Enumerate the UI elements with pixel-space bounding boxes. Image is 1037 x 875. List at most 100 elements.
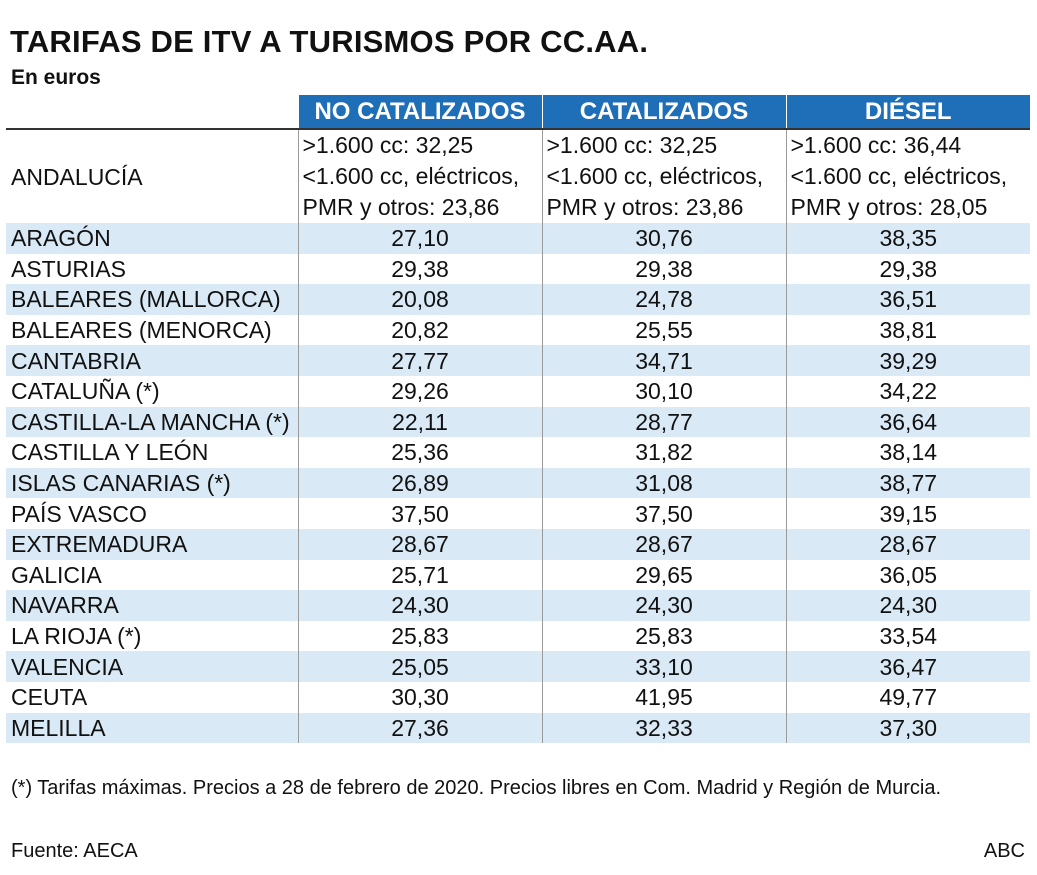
no-catalizados-value-cell: 25,36 (297, 437, 542, 468)
table-row: LA RIOJA (*) 25,83 25,83 33,54 (6, 620, 1030, 652)
catalizados-value-cell: 37,50 (541, 498, 786, 529)
catalizados-value-cell: 24,78 (541, 284, 786, 315)
no-catalizados-value-cell: 25,71 (297, 559, 542, 591)
table-row: CANTABRIA 27,77 34,71 39,29 (6, 345, 1030, 376)
brand-logo-text: ABC (983, 840, 1025, 862)
no-catalizados-value-cell: 20,82 (297, 314, 542, 346)
no-catalizados-value-cell: 29,38 (297, 253, 542, 285)
header-diesel: DIÉSEL (785, 95, 1030, 130)
region-cell: NAVARRA (6, 590, 298, 621)
header-catalizados: CATALIZADOS (541, 95, 786, 130)
diesel-value-cell: 38,81 (785, 314, 1030, 346)
diesel-value-cell: 24,30 (785, 590, 1030, 621)
region-cell: BALEARES (MENORCA) (11, 317, 272, 344)
cell-line: >1.600 cc: 36,44 (790, 132, 962, 158)
catalizados-value-cell: 25,83 (541, 620, 786, 652)
catalizados-value-cell: 25,55 (541, 314, 786, 346)
table-row: EXTREMADURA 28,67 28,67 28,67 (6, 528, 1030, 560)
catalizados-value-cell: 30,76 (541, 223, 786, 254)
table-row-andalucia: ANDALUCÍA >1.600 cc: 32,25 <1.600 cc, el… (6, 129, 1030, 223)
chart-title: TARIFAS DE ITV A TURISMOS POR CC.AA. (10, 24, 649, 59)
table-body: ANDALUCÍA >1.600 cc: 32,25 <1.600 cc, el… (6, 129, 1030, 744)
region-cell: LA RIOJA (*) (11, 623, 142, 650)
table-row: PAÍS VASCO 37,50 37,50 39,15 (6, 498, 1030, 529)
region-cell: PAÍS VASCO (11, 500, 147, 527)
catalizados-value-cell: 29,65 (541, 559, 786, 591)
no-catalizados-value-cell: 28,67 (297, 528, 542, 560)
catalizados-value-cell: 29,38 (541, 253, 786, 285)
region-cell: MELILLA (6, 712, 298, 744)
cell-line: PMR y otros: 28,05 (790, 194, 988, 220)
no-catalizados-value-cell: 29,26 (297, 375, 542, 407)
cell-line: PMR y otros: 23,86 (302, 194, 500, 220)
catalizados-value-cell: 28,67 (541, 528, 786, 560)
itv-tariff-table: NO CATALIZADOS CATALIZADOS DIÉSEL ANDALU… (6, 95, 1030, 744)
table-header-row: NO CATALIZADOS CATALIZADOS DIÉSEL (6, 95, 1030, 130)
table-row: MELILLA 27,36 32,33 37,30 (6, 712, 1030, 744)
no-catalizados-value-cell: 25,05 (297, 651, 542, 682)
table-row: CEUTA 30,30 41,95 49,77 (6, 681, 1030, 713)
region-cell: CASTILLA Y LEÓN (11, 439, 209, 466)
diesel-value-cell: 28,67 (785, 528, 1030, 560)
region-cell: ISLAS CANARIAS (*) (6, 467, 298, 499)
table-row: VALENCIA 25,05 33,10 36,47 (6, 651, 1030, 682)
catalizados-value-cell: 28,77 (541, 406, 786, 438)
no-catalizados-value-cell: 24,30 (297, 590, 542, 621)
region-cell: ASTURIAS (11, 255, 127, 282)
catalizados-value-cell: 34,71 (541, 345, 786, 376)
cell-line: <1.600 cc, eléctricos, (302, 163, 520, 189)
table-row: GALICIA 25,71 29,65 36,05 (6, 559, 1030, 591)
table-row: NAVARRA 24,30 24,30 24,30 (6, 590, 1030, 621)
cell-line: <1.600 cc, eléctricos, (546, 163, 764, 189)
table-row: ISLAS CANARIAS (*) 26,89 31,08 38,77 (6, 467, 1030, 499)
no-catalizados-value-cell: 22,11 (297, 406, 542, 438)
table-row: CASTILLA-LA MANCHA (*) 22,11 28,77 36,64 (6, 406, 1030, 438)
diesel-value-cell: 38,14 (785, 437, 1030, 468)
catalizados-value-cell: 31,82 (541, 437, 786, 468)
diesel-value-cell: 38,77 (785, 467, 1030, 499)
no-catalizados-value-cell: 20,08 (297, 284, 542, 315)
no-catalizados-value-cell: 26,89 (297, 467, 542, 499)
diesel-value-cell: 36,47 (785, 651, 1030, 682)
catalizados-value-cell: 33,10 (541, 651, 786, 682)
region-cell: EXTREMADURA (6, 528, 298, 560)
source-credit: Fuente: AECA (11, 840, 138, 862)
table-row: CATALUÑA (*) 29,26 30,10 34,22 (6, 375, 1030, 407)
diesel-value-cell: 49,77 (785, 681, 1030, 713)
region-cell: ANDALUCÍA (11, 163, 143, 190)
header-no-catalizados: NO CATALIZADOS (297, 95, 542, 130)
cell-line: PMR y otros: 23,86 (546, 194, 744, 220)
catalizados-value-cell: 32,33 (541, 712, 786, 744)
region-cell: ARAGÓN (6, 223, 298, 254)
region-cell: CANTABRIA (6, 345, 298, 376)
footnote: (*) Tarifas máximas. Precios a 28 de feb… (11, 777, 942, 799)
diesel-value-cell: 38,35 (785, 223, 1030, 254)
diesel-value-cell: 34,22 (785, 375, 1030, 407)
region-cell: BALEARES (MALLORCA) (6, 284, 298, 315)
andalucia-no-catalizados-cell: >1.600 cc: 32,25 <1.600 cc, eléctricos, … (297, 129, 542, 223)
table-row: ASTURIAS 29,38 29,38 29,38 (6, 253, 1030, 285)
table-row: BALEARES (MALLORCA) 20,08 24,78 36,51 (6, 284, 1030, 315)
region-cell: GALICIA (11, 561, 102, 588)
no-catalizados-value-cell: 27,10 (297, 223, 542, 254)
andalucia-diesel-cell: >1.600 cc: 36,44 <1.600 cc, eléctricos, … (785, 129, 1030, 223)
region-cell: CATALUÑA (*) (11, 378, 160, 405)
table-row: CASTILLA Y LEÓN 25,36 31,82 38,14 (6, 437, 1030, 468)
cell-line: >1.600 cc: 32,25 (546, 132, 718, 158)
no-catalizados-value-cell: 25,83 (297, 620, 542, 652)
region-cell: CASTILLA-LA MANCHA (*) (6, 406, 298, 438)
header-blank-cell (6, 95, 298, 130)
no-catalizados-value-cell: 27,36 (297, 712, 542, 744)
diesel-value-cell: 37,30 (785, 712, 1030, 744)
table-row: ARAGÓN 27,10 30,76 38,35 (6, 223, 1030, 254)
diesel-value-cell: 36,64 (785, 406, 1030, 438)
diesel-value-cell: 36,05 (785, 559, 1030, 591)
andalucia-catalizados-cell: >1.600 cc: 32,25 <1.600 cc, eléctricos, … (541, 129, 786, 223)
diesel-value-cell: 33,54 (785, 620, 1030, 652)
catalizados-value-cell: 31,08 (541, 467, 786, 499)
diesel-value-cell: 36,51 (785, 284, 1030, 315)
cell-line: <1.600 cc, eléctricos, (790, 163, 1008, 189)
no-catalizados-value-cell: 37,50 (297, 498, 542, 529)
catalizados-value-cell: 41,95 (541, 681, 786, 713)
table-row: BALEARES (MENORCA) 20,82 25,55 38,81 (6, 314, 1030, 346)
